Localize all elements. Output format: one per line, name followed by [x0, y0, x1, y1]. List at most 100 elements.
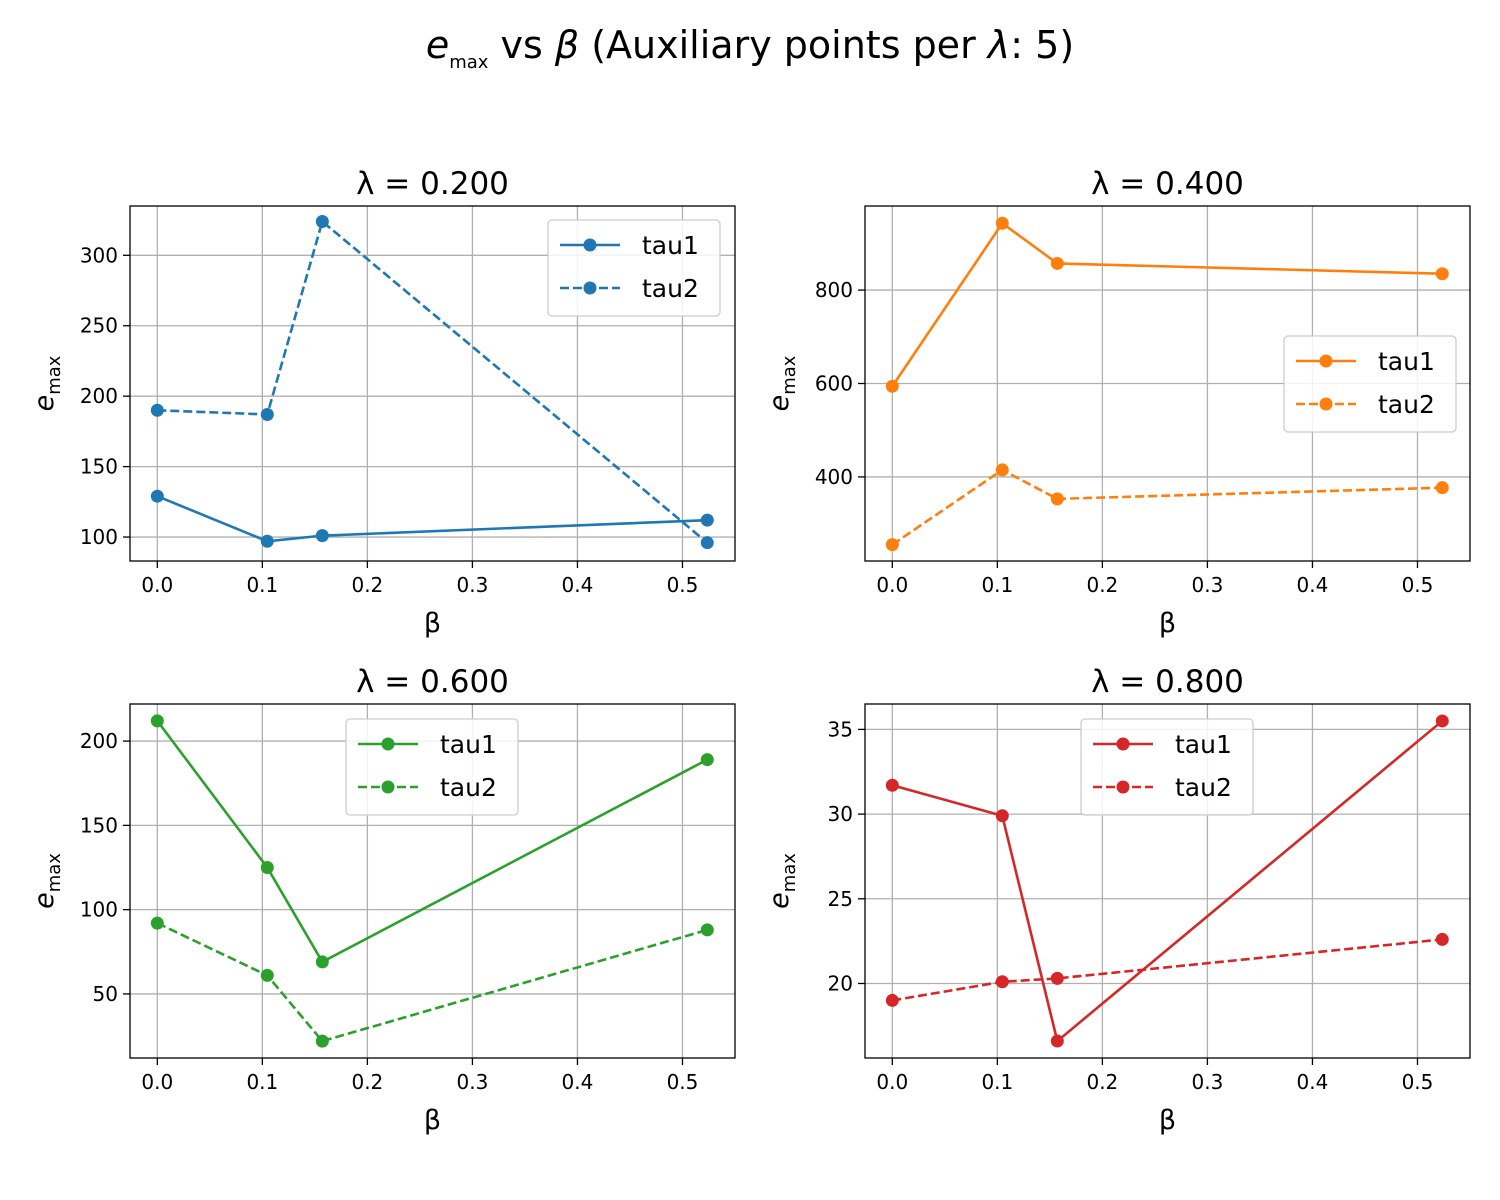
legend-label-tau2: tau2: [642, 274, 699, 303]
data-point-tau1: [1050, 256, 1064, 270]
plot-frame: [129, 703, 736, 1059]
x-tick-label: 0.2: [1086, 573, 1118, 597]
legend-marker-tau2: [381, 780, 395, 794]
legend-label-tau2: tau2: [1175, 773, 1232, 802]
x-tick-label: 0.4: [1297, 1070, 1329, 1094]
legend-label-tau1: tau1: [440, 730, 497, 759]
figure-title-post: : 5): [1010, 23, 1074, 67]
legend: tau1 tau2: [547, 219, 721, 317]
legend-label-tau1: tau1: [1378, 347, 1435, 376]
data-point-tau2: [700, 923, 714, 937]
series-line-tau2: [892, 938, 1443, 1002]
y-tick-label: 300: [80, 243, 118, 267]
x-tick-label: 0.3: [1192, 1070, 1224, 1094]
data-point-tau2: [995, 463, 1009, 477]
y-axis-label: emax: [764, 355, 800, 411]
y-axis-label: emax: [764, 853, 800, 909]
data-point-tau2: [260, 407, 274, 421]
data-point-tau2: [315, 1034, 329, 1048]
y-axis-label-sub: max: [44, 355, 65, 395]
data-point-tau1: [995, 216, 1009, 230]
x-tick-label: 0.1: [981, 1070, 1013, 1094]
series-line-tau2: [157, 219, 709, 544]
x-tick-label: 0.0: [141, 573, 173, 597]
y-tick-label: 100: [80, 525, 118, 549]
y-tick-label: 25: [828, 887, 853, 911]
data-point-tau2: [150, 916, 164, 930]
data-point-tau1: [700, 753, 714, 767]
series-line-tau1: [156, 494, 708, 543]
figure-title-mid: vs: [488, 23, 554, 67]
data-point-tau1: [150, 714, 164, 728]
chart-title: λ = 0.600: [356, 664, 509, 700]
legend-marker-tau1: [583, 238, 597, 252]
y-axis-label: emax: [29, 853, 65, 909]
data-point-tau1: [315, 955, 329, 969]
y-axis-label-main: e: [764, 395, 795, 412]
legend-marker-tau2: [1319, 397, 1333, 411]
data-point-tau2: [260, 968, 274, 982]
series-line-tau1: [891, 719, 1444, 1044]
x-tick-label: 0.0: [141, 1070, 173, 1094]
x-axis-label: β: [1159, 608, 1176, 639]
x-tick-label: 0.5: [1402, 1070, 1434, 1094]
series-line-tau2: [891, 468, 1443, 546]
legend-marker-tau1: [1116, 737, 1130, 751]
figure-title-e: e: [426, 23, 449, 67]
y-tick-label: 200: [80, 729, 118, 753]
chart-title: λ = 0.800: [1091, 664, 1244, 700]
legend-label-tau2: tau2: [1378, 390, 1435, 419]
data-point-tau2: [700, 536, 714, 550]
series-line-tau1: [156, 720, 708, 964]
chart-title: λ = 0.200: [356, 166, 509, 202]
series-line-tau2: [156, 921, 708, 1043]
data-point-tau2: [995, 975, 1009, 989]
y-axis-label-main: e: [29, 395, 60, 412]
data-point-tau2: [150, 403, 164, 417]
y-axis-label-sub: max: [779, 853, 800, 893]
data-point-tau2: [1050, 971, 1064, 985]
x-tick-label: 0.3: [1192, 573, 1224, 597]
legend-label-tau1: tau1: [642, 231, 699, 260]
data-point-tau2: [1435, 932, 1449, 946]
y-axis-label-main: e: [29, 892, 60, 909]
data-point-tau2: [315, 214, 329, 228]
figure-title-beta: β: [554, 23, 579, 67]
legend-marker-tau1: [1319, 354, 1333, 368]
y-tick-label: 35: [828, 717, 853, 741]
figure-title-sub: max: [449, 52, 489, 73]
y-tick-label: 150: [80, 455, 118, 479]
legend-label-tau2: tau2: [440, 773, 497, 802]
x-tick-label: 0.5: [667, 573, 699, 597]
x-tick-label: 0.5: [667, 1070, 699, 1094]
figure-title-lambda: λ: [986, 23, 1011, 67]
x-tick-label: 0.2: [1086, 1070, 1118, 1094]
x-tick-label: 0.4: [1297, 573, 1329, 597]
x-tick-label: 0.3: [457, 573, 489, 597]
x-tick-label: 0.4: [562, 1070, 594, 1094]
y-axis-label: emax: [29, 355, 65, 411]
data-point-tau1: [1435, 714, 1449, 728]
data-point-tau1: [260, 861, 274, 875]
y-tick-label: 200: [80, 384, 118, 408]
y-tick-label: 30: [828, 802, 853, 826]
legend-marker-tau2: [1116, 780, 1130, 794]
plot-frame: [864, 205, 1471, 562]
chart-title: λ = 0.400: [1091, 166, 1244, 202]
x-tick-label: 0.0: [876, 573, 908, 597]
x-tick-label: 0.4: [562, 573, 594, 597]
plot-frame: [129, 205, 736, 562]
data-point-tau1: [1050, 1034, 1064, 1048]
x-tick-label: 0.3: [457, 1070, 489, 1094]
y-tick-label: 600: [815, 372, 853, 396]
chart-panel-4: 0.0 0.1 0.2 0.3 0.4 0.5 20 25 30 35 λ = 0.800 β emax…: [764, 664, 1471, 1136]
legend-label-tau1: tau1: [1175, 730, 1232, 759]
legend: tau1 tau2: [1283, 335, 1457, 433]
y-axis-label-sub: max: [44, 853, 65, 893]
data-point-tau2: [1050, 492, 1064, 506]
data-point-tau1: [885, 778, 899, 792]
plot-frame: [864, 703, 1471, 1059]
figure-title-pre: (Auxiliary points per: [579, 23, 988, 67]
chart-panel-1: 0.0 0.1 0.2 0.3 0.4 0.5 100 150 200 250 300 λ = 0.2…: [29, 166, 736, 639]
data-point-tau2: [885, 993, 899, 1007]
